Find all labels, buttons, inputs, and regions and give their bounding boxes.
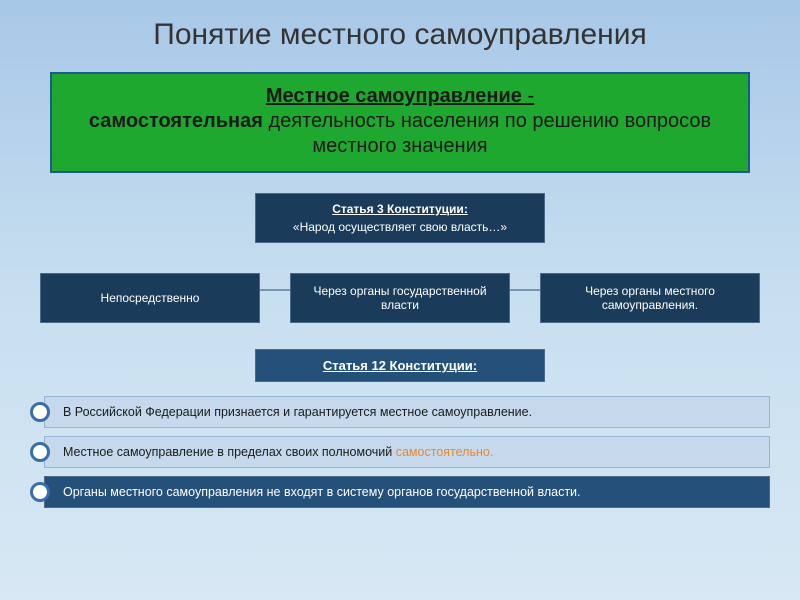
article3-box: Статья 3 Конституции: «Народ осуществляе… <box>255 193 545 243</box>
row2-highlight: самостоятельно. <box>396 445 494 459</box>
slide: Понятие местного самоуправления Местное … <box>0 0 800 600</box>
term: Местное самоуправление <box>266 85 522 107</box>
bullet-circle-icon <box>30 442 50 462</box>
definition-tail: деятельность населения по решению вопрос… <box>263 110 711 157</box>
three-boxes-row: Непосредственно Через органы государстве… <box>40 273 760 323</box>
row2-part-a: Местное самоуправление в пределах своих … <box>63 445 396 459</box>
row2-text: Местное самоуправление в пределах своих … <box>44 436 770 468</box>
article12-box: Статья 12 Конституции: <box>255 349 545 382</box>
box-direct: Непосредственно <box>40 273 260 323</box>
box-state-authorities: Через органы государственной власти <box>290 273 510 323</box>
row3-text: Органы местного самоуправления не входят… <box>44 476 770 508</box>
dash: - <box>522 85 534 107</box>
article3-quote: «Народ осуществляет свою власть…» <box>262 220 538 234</box>
row-item: В Российской Федерации признается и гара… <box>30 396 770 428</box>
bold-word: самостоятельная <box>89 110 263 132</box>
box-local-government: Через органы местного самоуправления. <box>540 273 760 323</box>
article3-heading: Статья 3 Конституции: <box>262 202 538 216</box>
bullet-circle-icon <box>30 402 50 422</box>
row-item: Органы местного самоуправления не входят… <box>30 476 770 508</box>
article12-rows: В Российской Федерации признается и гара… <box>30 396 770 508</box>
bullet-circle-icon <box>30 482 50 502</box>
row-item: Местное самоуправление в пределах своих … <box>30 436 770 468</box>
page-title: Понятие местного самоуправления <box>0 0 800 64</box>
row1-text: В Российской Федерации признается и гара… <box>44 396 770 428</box>
definition-box: Местное самоуправление - самостоятельная… <box>50 72 750 173</box>
